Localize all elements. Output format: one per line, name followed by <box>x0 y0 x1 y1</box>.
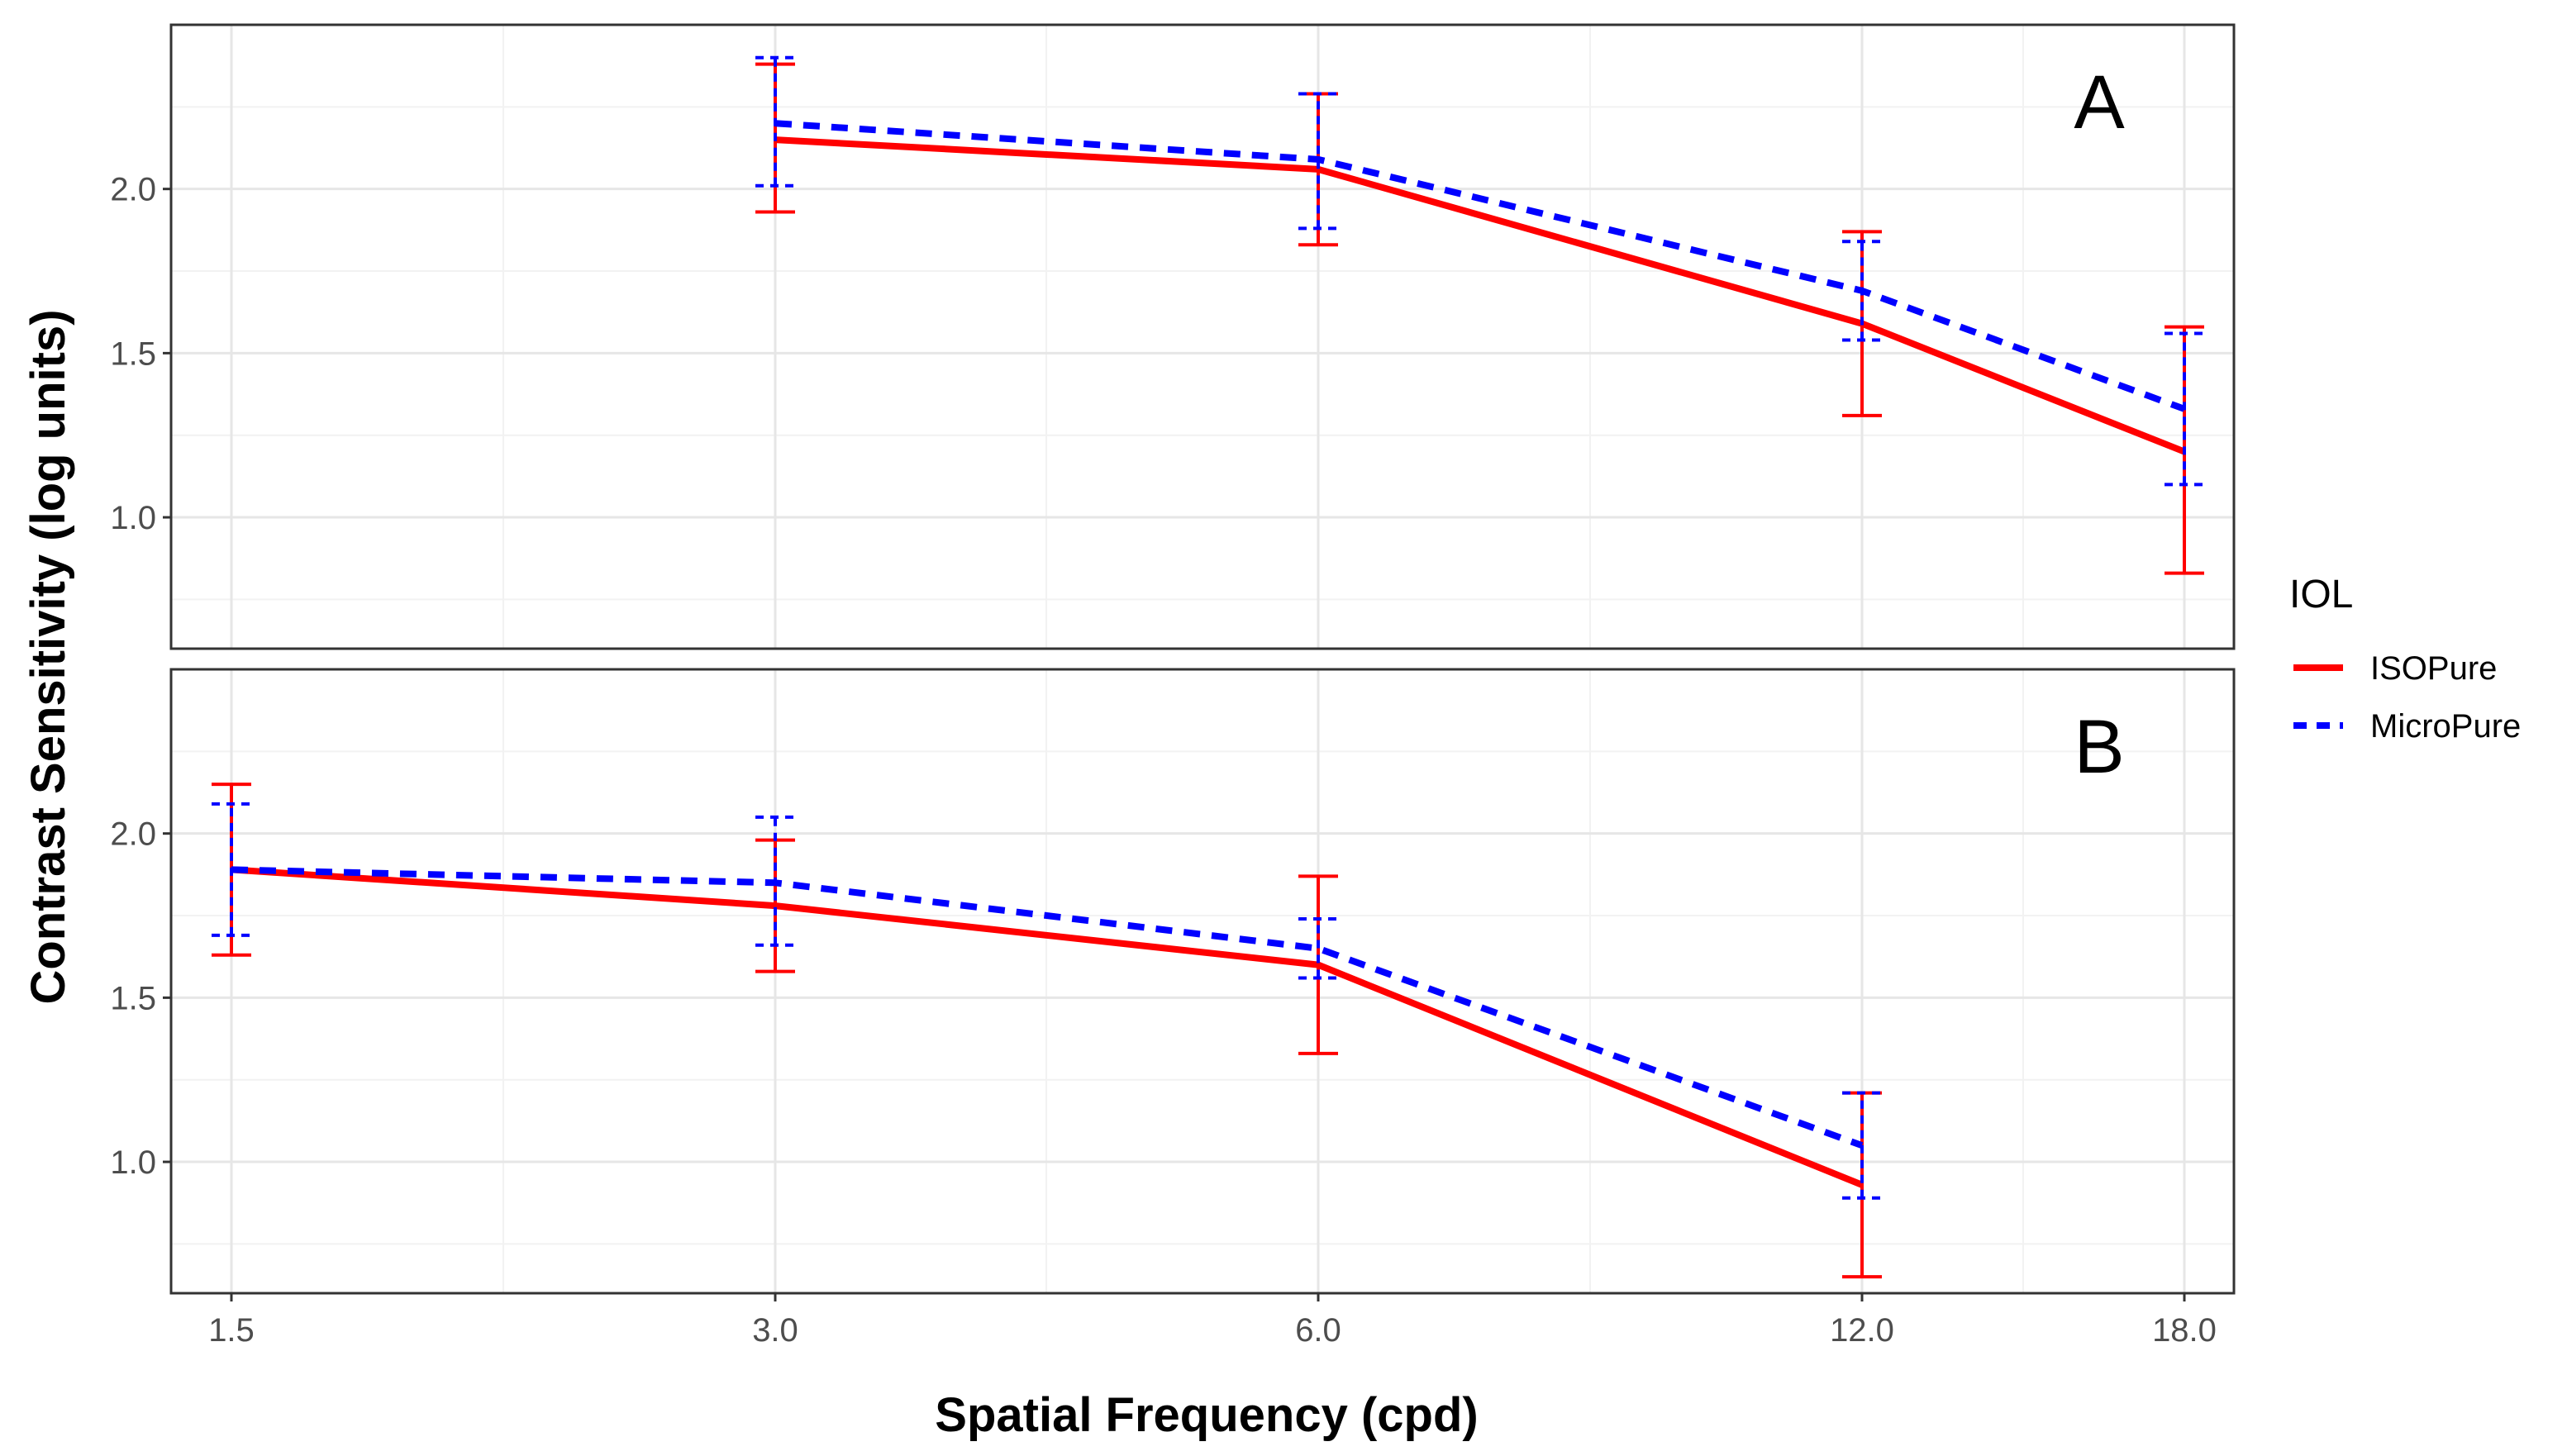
y-tick-label: 2.0 <box>110 172 156 208</box>
y-axis-title: Contrast Sensitivity (log units) <box>21 309 75 1004</box>
y-tick-label: 1.0 <box>110 1144 156 1181</box>
legend: IOL ISOPure MicroPure <box>2289 573 2521 745</box>
legend-title: IOL <box>2289 573 2353 616</box>
panel-background <box>171 669 2234 1293</box>
series-line-isopure <box>774 136 2186 455</box>
x-axis: 1.5 3.0 6.0 12.0 18.0 <box>208 1293 2217 1349</box>
series-micropure <box>212 802 1882 1200</box>
x-axis-title: Spatial Frequency (cpd) <box>935 1388 1478 1442</box>
panel-border <box>169 23 2236 650</box>
y-tick-label: 1.0 <box>110 500 156 536</box>
panels-group: 1.0 1.5 2.0 A 1.0 1.5 2.0 B <box>110 23 2236 1295</box>
series-line-isopure <box>231 866 1864 1188</box>
panel-background <box>171 25 2234 649</box>
panel-border <box>169 668 2236 1295</box>
y-tick-label: 1.5 <box>110 335 156 372</box>
series-line-micropure <box>774 120 2186 412</box>
series-line-micropure <box>231 866 1864 1149</box>
series-micropure <box>755 55 2204 487</box>
x-tick-label: 6.0 <box>1295 1312 1341 1349</box>
panel-label: B <box>2074 705 2124 789</box>
x-tick-label: 18.0 <box>2152 1312 2217 1349</box>
x-tick-label: 12.0 <box>1830 1312 1894 1349</box>
panel-a: 1.0 1.5 2.0 A <box>110 23 2236 650</box>
legend-label-micropure: MicroPure <box>2370 708 2521 745</box>
x-tick-label: 1.5 <box>208 1312 255 1349</box>
panel-label: A <box>2074 60 2125 145</box>
y-tick-label: 2.0 <box>110 816 156 853</box>
panel-b: 1.0 1.5 2.0 B <box>110 668 2236 1295</box>
x-tick-label: 3.0 <box>752 1312 798 1349</box>
legend-label-isopure: ISOPure <box>2370 650 2497 687</box>
y-tick-label: 1.5 <box>110 980 156 1016</box>
axis-titles: Spatial Frequency (cpd) Contrast Sensiti… <box>21 309 1479 1442</box>
